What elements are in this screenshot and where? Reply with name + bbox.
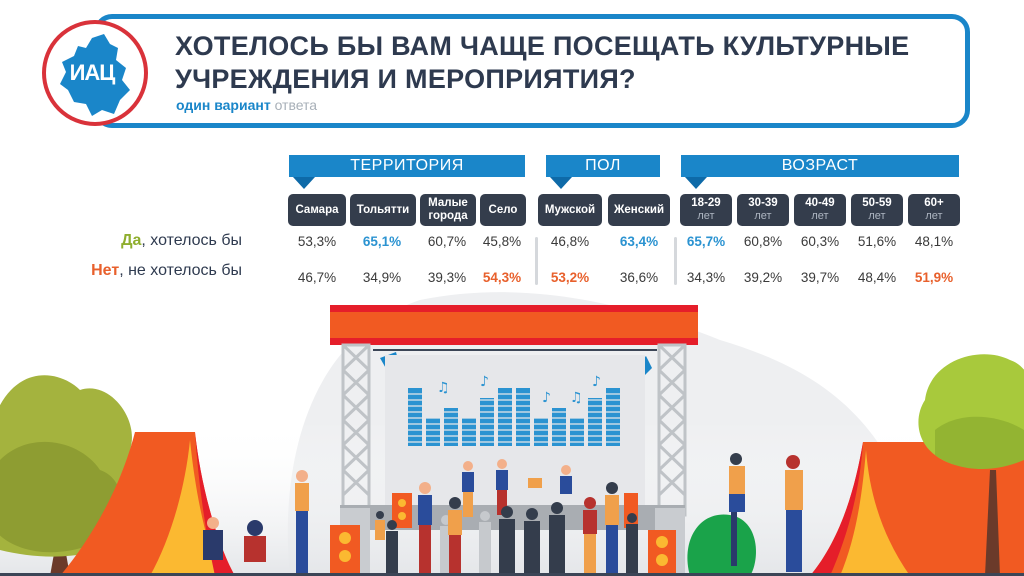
column-sublabel: лет <box>811 210 829 222</box>
column-sublabel: лет <box>925 210 943 222</box>
cell-no-female: 36,6% <box>619 270 659 285</box>
column-sublabel: лет <box>754 210 772 222</box>
column-label: Тольятти <box>356 203 410 216</box>
subtitle-accent: один вариант <box>176 97 271 113</box>
page-title: ХОТЕЛОСЬ БЫ ВАМ ЧАЩЕ ПОСЕЩАТЬ КУЛЬТУРНЫЕ… <box>175 31 910 94</box>
column-label: 50-59 <box>862 197 892 209</box>
column-header-age-60-plus: 60+ лет <box>908 194 960 226</box>
samara-region-map-icon <box>60 34 130 116</box>
header-frame <box>94 14 970 128</box>
column-label: 40-49 <box>805 197 835 209</box>
cell-no-samara: 46,7% <box>297 270 337 285</box>
row-label-accent: Нет <box>91 262 120 279</box>
svg-text:♫: ♫ <box>570 390 583 406</box>
crowd-icon <box>386 502 638 576</box>
column-label: Село <box>488 203 518 216</box>
column-header-samara: Самара <box>288 194 346 226</box>
column-header-male: Мужской <box>538 194 602 226</box>
column-label: Самара <box>295 203 339 216</box>
column-label: Женский <box>613 203 665 216</box>
group-separator <box>674 237 677 285</box>
row-label-rest: , хотелось бы <box>141 232 242 249</box>
row-label-no: Нет, не хотелось бы <box>91 262 242 280</box>
person-standing-icon <box>295 470 309 573</box>
band-members <box>462 459 572 517</box>
cell-yes-age-40-49: 60,3% <box>800 234 840 249</box>
festival-stage-illustration: ♫ ♪ ♪ ♫ ♪ <box>0 292 1024 576</box>
column-header-small-towns: Малые города <box>420 194 476 226</box>
stage-truss <box>341 343 687 517</box>
column-label: Малые <box>428 197 468 209</box>
svg-text:♪: ♪ <box>480 374 489 390</box>
row-label-yes: Да, хотелось бы <box>121 232 242 250</box>
group-banner-age: ВОЗРАСТ <box>681 155 959 189</box>
cell-yes-small-towns: 60,7% <box>427 234 467 249</box>
group-separator <box>535 237 538 285</box>
cell-yes-age-18-29: 65,7% <box>686 234 726 249</box>
cell-no-age-60-plus: 51,9% <box>914 270 954 285</box>
cell-no-age-40-49: 39,7% <box>800 270 840 285</box>
row-label-rest: , не хотелось бы <box>119 262 242 279</box>
fans-icon <box>375 482 619 576</box>
iac-logo: ИАЦ <box>42 20 148 126</box>
dancing-couple-icon <box>729 453 803 572</box>
column-header-tolyatti: Тольятти <box>350 194 416 226</box>
cell-no-age-30-39: 39,2% <box>743 270 783 285</box>
column-sublabel: лет <box>868 210 886 222</box>
subtitle: один вариант ответа <box>176 97 317 113</box>
cell-yes-age-30-39: 60,8% <box>743 234 783 249</box>
svg-text:♫: ♫ <box>437 380 450 396</box>
cell-yes-samara: 53,3% <box>297 234 337 249</box>
column-sublabel: лет <box>697 210 715 222</box>
cell-yes-age-60-plus: 48,1% <box>914 234 954 249</box>
cell-yes-village: 45,8% <box>482 234 522 249</box>
music-notes-icon: ♫ ♪ ♪ ♫ ♪ <box>437 374 601 406</box>
group-banner-territory: ТЕРРИТОРИЯ <box>289 155 525 189</box>
cell-no-age-18-29: 34,3% <box>686 270 726 285</box>
subtitle-rest: ответа <box>274 97 318 113</box>
cell-no-village: 54,3% <box>482 270 522 285</box>
column-label: 18-29 <box>691 197 721 209</box>
speaker-icon <box>330 493 676 576</box>
svg-text:♪: ♪ <box>542 390 551 406</box>
column-header-age-30-39: 30-39 лет <box>737 194 789 226</box>
right-tree-icon <box>918 354 1024 576</box>
cell-no-tolyatti: 34,9% <box>362 270 402 285</box>
column-label: Мужской <box>544 203 596 216</box>
group-banner-gender: ПОЛ <box>546 155 660 189</box>
column-sublabel: города <box>428 210 468 222</box>
column-header-age-18-29: 18-29 лет <box>680 194 732 226</box>
row-label-accent: Да <box>121 232 142 249</box>
cell-no-small-towns: 39,3% <box>427 270 467 285</box>
right-tent-icon <box>810 442 1024 576</box>
cell-no-male: 53,2% <box>550 270 590 285</box>
column-header-female: Женский <box>608 194 670 226</box>
cell-yes-tolyatti: 65,1% <box>362 234 402 249</box>
logo-text: ИАЦ <box>69 60 116 85</box>
cell-no-age-50-59: 48,4% <box>857 270 897 285</box>
column-label: 60+ <box>924 197 944 209</box>
cell-yes-male: 46,8% <box>550 234 590 249</box>
cell-yes-age-50-59: 51,6% <box>857 234 897 249</box>
column-header-village: Село <box>480 194 526 226</box>
svg-text:♪: ♪ <box>592 374 601 390</box>
sitting-couple-icon <box>203 517 266 562</box>
cell-yes-female: 63,4% <box>619 234 659 249</box>
column-header-age-40-49: 40-49 лет <box>794 194 846 226</box>
column-header-age-50-59: 50-59 лет <box>851 194 903 226</box>
column-label: 30-39 <box>748 197 778 209</box>
